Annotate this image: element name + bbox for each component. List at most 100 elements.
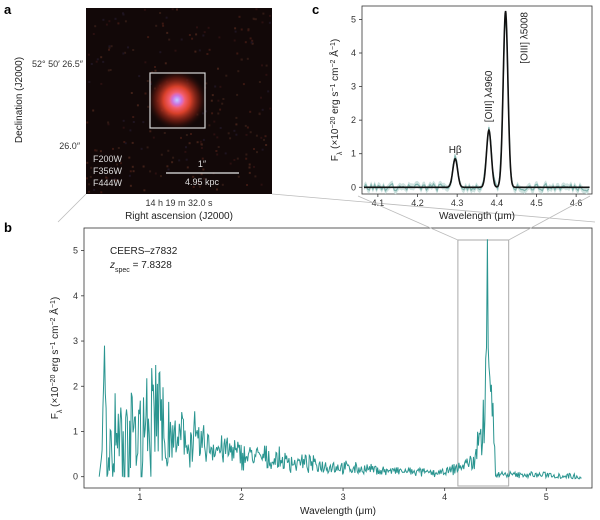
noise-pixel — [130, 92, 133, 94]
redshift-label: zspec = 7.8328 — [109, 260, 172, 274]
line-label-oiii-4960: [OIII] λ4960 — [484, 70, 495, 122]
noise-pixel — [117, 22, 120, 25]
noise-pixel — [149, 81, 152, 84]
panel-c-ytick-label: 1 — [351, 149, 356, 159]
noise-pixel — [269, 107, 272, 110]
noise-pixel — [215, 150, 218, 152]
noise-pixel — [207, 26, 210, 29]
noise-pixel — [122, 119, 125, 122]
noise-pixel — [237, 70, 240, 73]
noise-pixel — [109, 69, 112, 71]
panel-c-xtick-label: 4.2 — [411, 198, 424, 208]
noise-pixel — [246, 184, 248, 186]
noise-pixel — [258, 81, 261, 83]
noise-pixel — [147, 36, 150, 39]
panel-c-xtick-label: 4.5 — [530, 198, 543, 208]
noise-pixel — [261, 64, 263, 67]
noise-pixel — [160, 153, 163, 156]
noise-pixel — [235, 116, 238, 119]
noise-pixel — [217, 112, 220, 115]
noise-pixel — [236, 93, 239, 96]
noise-pixel — [261, 21, 264, 24]
panel-a-letter: a — [4, 2, 12, 17]
panel-b-ytick-label: 4 — [73, 291, 78, 301]
noise-pixel — [161, 22, 164, 25]
panel-b-xtick-label: 5 — [544, 492, 549, 502]
noise-pixel — [94, 149, 97, 152]
noise-pixel — [122, 126, 125, 129]
noise-pixel — [200, 147, 203, 149]
panel-b-ylabel: Fλ (×10−20 erg s−1 cm−2 Å−1) — [48, 297, 64, 419]
noise-pixel — [168, 38, 171, 41]
spectrum-line — [98, 239, 582, 480]
noise-pixel — [218, 36, 221, 39]
panel-b-ytick-label: 2 — [73, 381, 78, 391]
noise-pixel — [205, 82, 208, 85]
noise-pixel — [199, 140, 202, 143]
model-line — [364, 10, 590, 189]
panel-c-xtick-label: 4.3 — [451, 198, 464, 208]
noise-pixel — [190, 133, 192, 135]
noise-pixel — [149, 130, 152, 133]
noise-pixel — [131, 141, 134, 144]
data-line — [363, 14, 590, 193]
scale-bar-bottom-label: 4.95 kpc — [185, 177, 220, 187]
noise-pixel — [195, 33, 198, 36]
noise-pixel — [227, 132, 230, 135]
connector-a-right — [271, 193, 596, 223]
noise-pixel — [249, 131, 252, 134]
noise-pixel — [260, 96, 262, 99]
noise-pixel — [229, 162, 232, 165]
noise-pixel — [142, 165, 145, 168]
noise-pixel — [174, 49, 177, 52]
noise-pixel — [216, 136, 219, 139]
noise-pixel — [250, 41, 253, 44]
noise-pixel — [90, 166, 93, 169]
panel-b-xtick-label: 4 — [442, 492, 447, 502]
noise-pixel — [152, 136, 155, 139]
filter-label-f444w: F444W — [93, 178, 123, 188]
noise-pixel — [86, 161, 89, 164]
panel-b-ytick-label: 1 — [73, 426, 78, 436]
noise-pixel — [269, 14, 271, 17]
noise-pixel — [124, 20, 127, 23]
noise-pixel — [224, 152, 227, 155]
noise-pixel — [214, 85, 217, 88]
noise-pixel — [186, 166, 189, 169]
noise-pixel — [110, 45, 113, 48]
noise-pixel — [129, 129, 132, 132]
noise-pixel — [233, 129, 236, 132]
noise-pixel — [184, 150, 187, 153]
noise-pixel — [129, 170, 132, 173]
noise-pixel — [252, 17, 255, 20]
noise-pixel — [248, 163, 251, 166]
noise-pixel — [90, 63, 93, 65]
noise-pixel — [114, 17, 117, 20]
noise-pixel — [166, 31, 169, 34]
noise-pixel — [233, 159, 236, 161]
noise-pixel — [114, 179, 117, 182]
connector-c-left — [357, 195, 459, 241]
panel-c-ylabel: Fλ (×10−20 erg s−1 cm−2 Å−1) — [328, 39, 344, 161]
line-label-oiii-5008: [OIII] λ5008 — [520, 12, 531, 64]
noise-pixel — [185, 146, 187, 149]
connector-a-left — [57, 193, 87, 223]
noise-pixel — [99, 150, 102, 153]
noise-pixel — [233, 39, 236, 42]
noise-pixel — [251, 42, 254, 45]
noise-pixel — [249, 110, 252, 113]
noise-pixel — [167, 149, 170, 152]
noise-pixel — [129, 184, 132, 187]
panel-b-xtick-label: 3 — [341, 492, 346, 502]
panel-b-ytick-label: 5 — [73, 246, 78, 256]
dec-tick-top: 52° 50′ 26.5″ — [32, 59, 84, 69]
noise-pixel — [107, 121, 110, 124]
panel-c-xtick-label: 4.1 — [372, 198, 385, 208]
panel-c-ytick-label: 5 — [351, 14, 356, 24]
galaxy-core — [169, 92, 185, 108]
noise-pixel — [185, 158, 188, 161]
noise-pixel — [246, 57, 249, 60]
noise-pixel — [100, 191, 103, 194]
noise-pixel — [265, 73, 268, 76]
noise-pixel — [102, 18, 105, 21]
